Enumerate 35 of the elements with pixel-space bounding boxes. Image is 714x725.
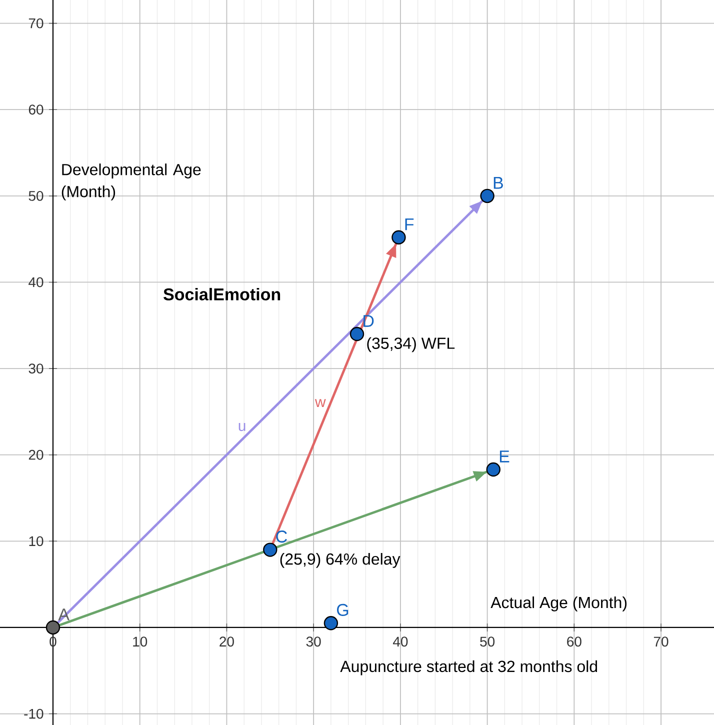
x-tick-label: 10 <box>133 636 148 647</box>
y-tick-label: 10 <box>29 536 44 546</box>
point <box>350 326 364 342</box>
point <box>480 188 494 204</box>
point <box>324 616 338 630</box>
y-tick-label: 60 <box>28 104 44 115</box>
x-tick-label: 40 <box>392 636 408 647</box>
x-axis-title: Actual Age (Month) <box>490 596 627 612</box>
annotation: (35,34) WFL <box>367 337 455 352</box>
point <box>263 542 278 557</box>
y-tick-label: 40 <box>28 277 44 288</box>
series-label: w <box>314 399 326 408</box>
annotation: B <box>494 177 503 189</box>
y-tick-label: -10 <box>24 708 44 719</box>
x-tick-label: 50 <box>480 636 495 647</box>
y-tick-label: 20 <box>28 450 44 460</box>
x-tick-label: 30 <box>306 636 321 647</box>
series-label: u <box>238 423 246 432</box>
x-tick-label: 60 <box>567 636 582 647</box>
x-tick-label: 70 <box>654 636 668 647</box>
y-tick-label: 50 <box>28 190 44 201</box>
point <box>486 462 500 477</box>
point <box>392 230 406 244</box>
y-tick-label: 70 <box>28 18 44 28</box>
x-tick-label: 20 <box>220 636 234 647</box>
annotation: C <box>276 530 287 543</box>
annotation: G <box>337 604 348 616</box>
point <box>46 620 60 635</box>
annotation: (25,9) 64% delay <box>280 552 400 568</box>
y-axis-title: Developmental Age (Month) <box>62 164 201 200</box>
annotation: E <box>500 450 510 462</box>
annotation: F <box>405 218 414 230</box>
annotation: Aupuncture started at 32 months old <box>340 660 598 676</box>
text: SocialEmotion <box>164 288 280 300</box>
y-tick-label: 30 <box>28 364 44 374</box>
